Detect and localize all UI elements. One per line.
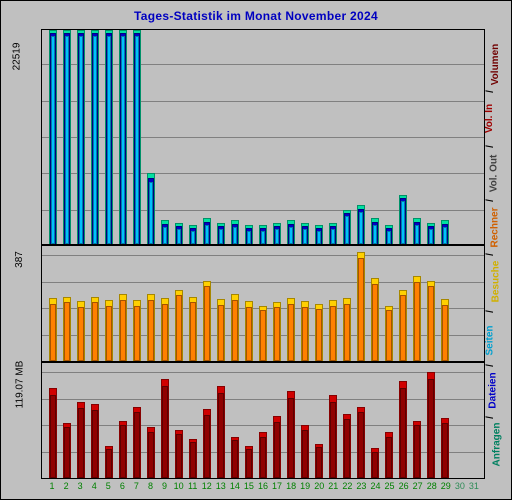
x-tick: 7 bbox=[129, 481, 143, 495]
x-tick: 16 bbox=[256, 481, 270, 495]
legend-item: Volumen bbox=[490, 44, 501, 85]
x-tick: 28 bbox=[425, 481, 439, 495]
legend-item: Besuche bbox=[490, 261, 501, 303]
x-tick: 8 bbox=[143, 481, 157, 495]
x-tick: 25 bbox=[383, 481, 397, 495]
x-tick: 12 bbox=[200, 481, 214, 495]
x-tick: 9 bbox=[158, 481, 172, 495]
x-tick: 29 bbox=[439, 481, 453, 495]
x-tick: 27 bbox=[411, 481, 425, 495]
legend-item: Vol. Out bbox=[488, 154, 499, 192]
x-tick: 18 bbox=[284, 481, 298, 495]
x-tick: 31 bbox=[467, 481, 481, 495]
x-axis: 1234567891011121314151617181920212223242… bbox=[45, 481, 481, 495]
y-label-bot: 119.07 MB bbox=[14, 361, 25, 409]
x-tick: 20 bbox=[312, 481, 326, 495]
x-tick: 10 bbox=[172, 481, 186, 495]
legend-item: Anfragen bbox=[491, 422, 502, 466]
x-tick: 11 bbox=[186, 481, 200, 495]
x-tick: 22 bbox=[340, 481, 354, 495]
x-tick: 5 bbox=[101, 481, 115, 495]
legend-sep: / bbox=[485, 310, 496, 313]
x-tick: 2 bbox=[59, 481, 73, 495]
x-tick: 23 bbox=[354, 481, 368, 495]
legend-item: Vol. In bbox=[484, 104, 495, 133]
legend-sep: / bbox=[485, 90, 496, 93]
x-tick: 19 bbox=[298, 481, 312, 495]
x-tick: 1 bbox=[45, 481, 59, 495]
legend-sep: / bbox=[485, 145, 496, 148]
legend-sep: / bbox=[485, 416, 496, 419]
legend-item: Dateien bbox=[488, 372, 499, 408]
chart-frame: Tages-Statistik im Monat November 2024 2… bbox=[0, 0, 512, 500]
x-tick: 14 bbox=[228, 481, 242, 495]
panel-bot bbox=[41, 362, 485, 479]
legend-item: Rechner bbox=[490, 207, 501, 247]
legend-item: Seiten bbox=[485, 325, 496, 355]
x-tick: 21 bbox=[326, 481, 340, 495]
legend-sep: / bbox=[485, 253, 496, 256]
x-tick: 13 bbox=[214, 481, 228, 495]
y-label-top: 22519 bbox=[11, 43, 22, 71]
x-tick: 15 bbox=[242, 481, 256, 495]
x-tick: 3 bbox=[73, 481, 87, 495]
panel-stack: 22519 387 119.07 MB bbox=[41, 29, 485, 479]
legend-sep: / bbox=[485, 364, 496, 367]
x-tick: 26 bbox=[397, 481, 411, 495]
legend-strip: Anfragen / Dateien / Seiten / Besuche / Rechner /… bbox=[487, 29, 507, 479]
chart-title: Tages-Statistik im Monat November 2024 bbox=[5, 5, 507, 29]
x-tick: 6 bbox=[115, 481, 129, 495]
y-label-mid: 387 bbox=[14, 251, 25, 268]
legend-sep: / bbox=[485, 199, 496, 202]
panel-top bbox=[41, 29, 485, 245]
x-tick: 17 bbox=[270, 481, 284, 495]
x-tick: 24 bbox=[368, 481, 382, 495]
x-tick: 4 bbox=[87, 481, 101, 495]
panel-mid bbox=[41, 245, 485, 362]
x-tick: 30 bbox=[453, 481, 467, 495]
